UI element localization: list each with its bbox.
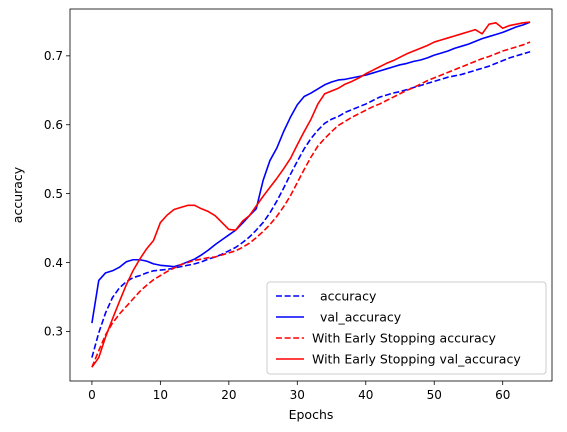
y-axis-ticks: 0.3 0.4 0.5 0.6 0.7: [44, 49, 70, 339]
x-axis-ticks: 0 10 20 30 40 50 60: [88, 381, 510, 402]
legend-box: [266, 281, 547, 375]
y-axis-label: accuracy: [10, 166, 25, 223]
series-line-2: [91, 21, 531, 324]
x-tick-label: 0: [88, 388, 96, 402]
x-tick-label: 10: [153, 388, 168, 402]
x-tick-label: 50: [427, 388, 442, 402]
legend-label-3: With Early Stopping accuracy: [312, 331, 497, 346]
series-line-1: [91, 50, 531, 358]
x-tick-label: 20: [221, 388, 236, 402]
x-axis-label: Epochs: [289, 407, 334, 422]
y-tick-label: 0.4: [44, 256, 63, 270]
series-line-3: [91, 41, 531, 368]
legend-label-1: accuracy: [312, 289, 377, 304]
legend-label-4: With Early Stopping val_accuracy: [312, 352, 521, 367]
series-line-4: [91, 21, 531, 368]
y-tick-label: 0.5: [44, 187, 63, 201]
plot-frame: [69, 8, 553, 382]
y-tick-label: 0.3: [44, 325, 63, 339]
y-tick-label: 0.7: [44, 49, 63, 63]
x-tick-label: 40: [358, 388, 373, 402]
x-tick-label: 30: [290, 388, 305, 402]
x-tick-label: 60: [495, 388, 510, 402]
y-tick-label: 0.6: [44, 118, 63, 132]
legend: accuracy val_accuracy With Early Stopping…: [266, 281, 547, 375]
legend-label-2: val_accuracy: [312, 310, 402, 325]
series-layer: [91, 21, 531, 368]
